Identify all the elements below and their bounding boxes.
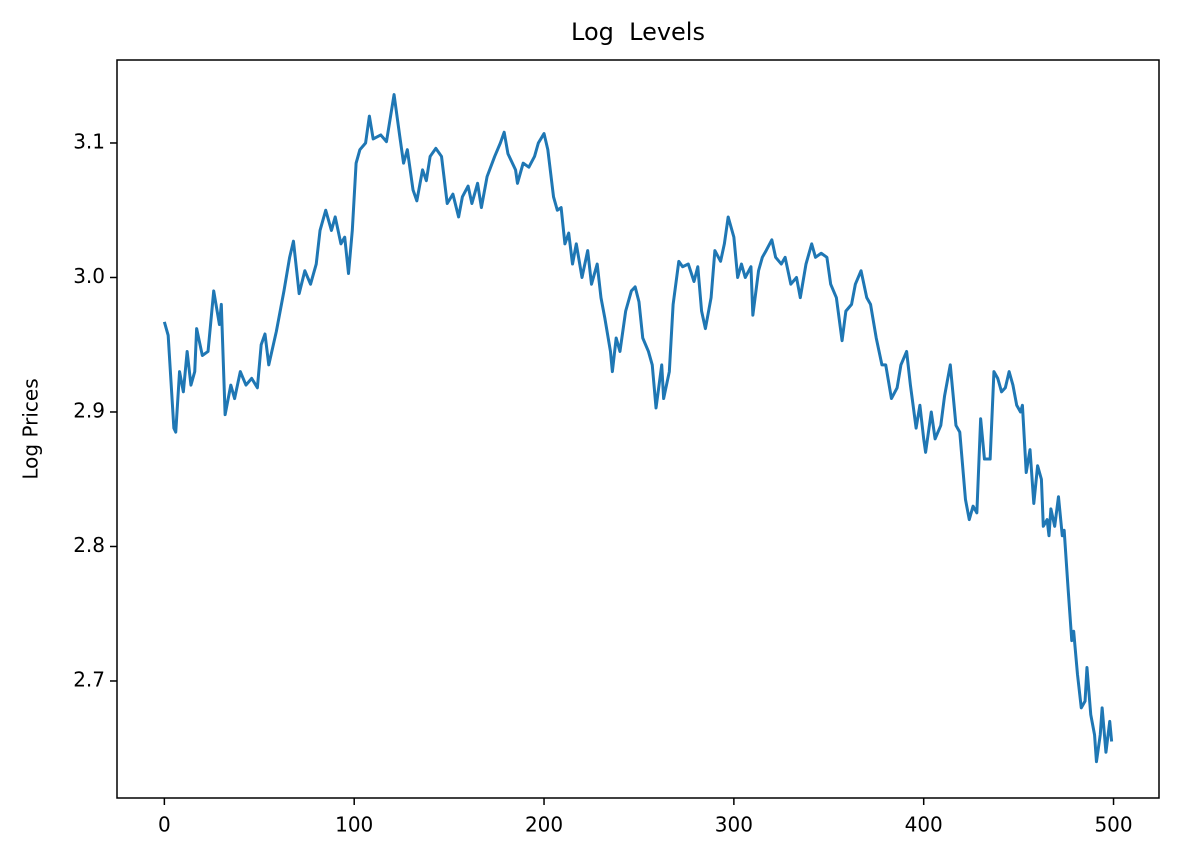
x-tick-label: 100 [335, 813, 373, 837]
y-tick-label: 3.1 [73, 129, 105, 153]
y-tick-label: 2.7 [73, 667, 105, 691]
x-tick-label: 0 [158, 813, 171, 837]
x-tick-label: 400 [905, 813, 943, 837]
plot-frame [116, 59, 1160, 799]
x-tick-label: 300 [715, 813, 753, 837]
y-axis-label: Log Prices [19, 378, 43, 479]
y-tick-label: 2.8 [73, 533, 105, 557]
data-line [162, 93, 1114, 764]
y-tick-label: 3.0 [73, 264, 105, 288]
x-tick-label: 500 [1094, 813, 1132, 837]
y-tick-label: 2.9 [73, 398, 105, 422]
x-tick-label: 200 [525, 813, 563, 837]
chart-title: Log Levels [571, 18, 705, 46]
